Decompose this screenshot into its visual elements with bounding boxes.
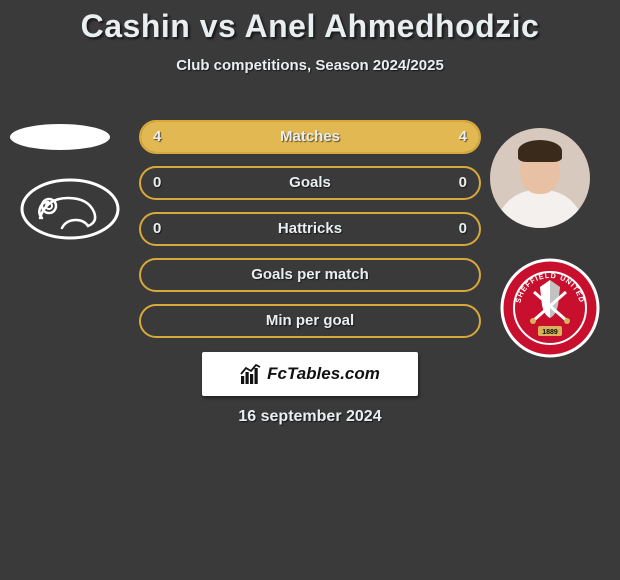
subtitle: Club competitions, Season 2024/2025 [0, 57, 620, 74]
brand-text: FcTables.com [267, 364, 380, 384]
stat-row: Goals0 0 [139, 166, 481, 200]
stat-value-right: 4 [459, 120, 467, 154]
stat-value-left: 4 [153, 120, 161, 154]
stat-label: Goals [139, 166, 481, 200]
stat-value-left: 0 [153, 166, 161, 200]
stat-label: Min per goal [139, 304, 481, 338]
stat-row: Hattricks0 0 [139, 212, 481, 246]
player-left-marker [10, 124, 110, 150]
bars-icon [240, 364, 262, 384]
stat-value-left: 0 [153, 212, 161, 246]
stat-label: Matches [139, 120, 481, 154]
stat-row: Goals per match [139, 258, 481, 292]
brand-logo: FcTables.com [202, 352, 418, 396]
stat-row: Min per goal [139, 304, 481, 338]
club-badge-left [20, 178, 120, 240]
player-right-photo [490, 128, 590, 228]
stat-value-right: 0 [459, 166, 467, 200]
date-text: 16 september 2024 [0, 408, 620, 426]
stat-row: Matches4 4 [139, 120, 481, 154]
club-badge-right: 1889 SHEFFIELD UNITED [500, 258, 600, 358]
stats-panel: Matches44Goals00Hattricks00Goals per mat… [139, 120, 481, 350]
stat-label: Goals per match [139, 258, 481, 292]
svg-text:1889: 1889 [542, 329, 558, 336]
stat-label: Hattricks [139, 212, 481, 246]
stat-value-right: 0 [459, 212, 467, 246]
page-title: Cashin vs Anel Ahmedhodzic [0, 0, 620, 45]
